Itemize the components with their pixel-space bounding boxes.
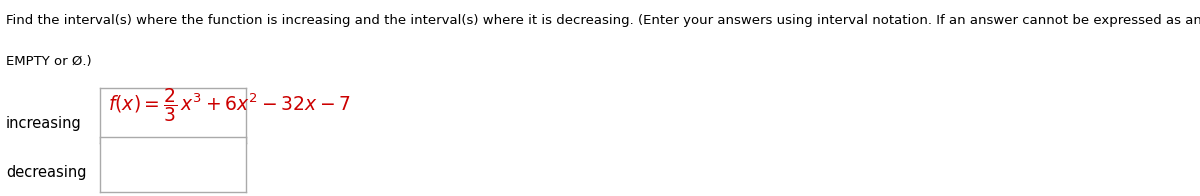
Text: Find the interval(s) where the function is increasing and the interval(s) where : Find the interval(s) where the function … <box>6 14 1200 27</box>
Text: $f(x) = \dfrac{2}{3}\, x^3 + 6x^2 - 32x - 7$: $f(x) = \dfrac{2}{3}\, x^3 + 6x^2 - 32x … <box>108 86 350 124</box>
Text: decreasing: decreasing <box>6 165 86 180</box>
Text: increasing: increasing <box>6 116 82 131</box>
Text: EMPTY or Ø.): EMPTY or Ø.) <box>6 55 91 68</box>
